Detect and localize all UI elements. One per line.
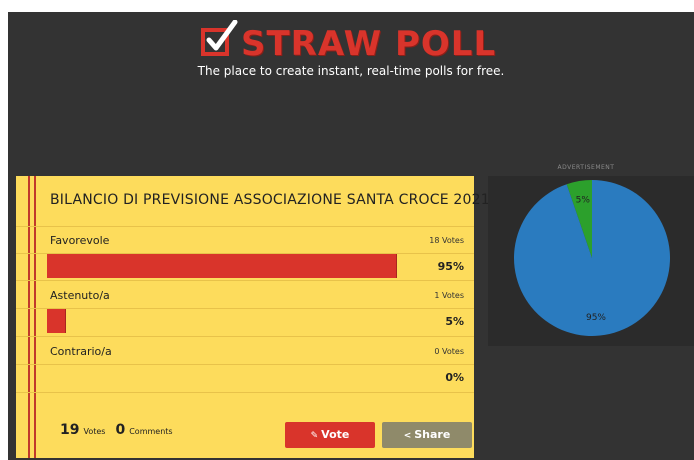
option-votes: 1 Votes — [434, 291, 464, 300]
pie-slice-favorevole — [514, 180, 670, 336]
pie-chart-svg: 5% 95% — [514, 180, 670, 336]
logo-text: STRAW POLL — [241, 24, 497, 64]
option-percent: 0% — [445, 371, 464, 384]
total-votes: 19 — [60, 422, 80, 438]
poll-title: BILANCIO DI PREVISIONE ASSOCIAZIONE SANT… — [50, 192, 490, 208]
divider — [16, 336, 474, 337]
option-percent: 5% — [445, 315, 464, 328]
option-label: Contrario/a — [50, 345, 112, 358]
option-label: Astenuto/a — [50, 289, 110, 302]
divider — [16, 308, 474, 309]
vote-button[interactable]: ✎ Vote — [285, 422, 375, 448]
share-button[interactable]: < Share — [382, 422, 472, 448]
divider — [16, 280, 474, 281]
comments-label[interactable]: Comments — [129, 427, 173, 436]
pie-slice-astenuto-a — [566, 180, 592, 258]
margin-line — [28, 176, 30, 458]
share-button-label: Share — [414, 428, 451, 441]
option-votes: 0 Votes — [434, 347, 464, 356]
pie-slice-label: 5% — [576, 196, 591, 206]
divider — [16, 226, 474, 227]
share-icon: < — [403, 431, 412, 441]
pie-slice-label: 95% — [586, 313, 606, 323]
checkbox-check-icon — [201, 20, 238, 56]
divider — [16, 253, 474, 254]
option-votes: 18 Votes — [429, 236, 464, 245]
margin-line — [34, 176, 36, 458]
divider — [16, 392, 474, 393]
comments-count: 0 — [115, 422, 126, 438]
option-label: Favorevole — [50, 234, 110, 247]
vote-button-label: Vote — [321, 428, 350, 441]
poll-card: BILANCIO DI PREVISIONE ASSOCIAZIONE SANT… — [16, 176, 490, 458]
option-percent: 95% — [437, 260, 464, 273]
result-bar — [47, 309, 66, 333]
advertisement-label: ADVERTISEMENT — [557, 164, 615, 171]
tagline: The place to create instant, real-time p… — [197, 64, 505, 78]
divider — [16, 364, 474, 365]
poll-totals: 19 Votes 0 Comments — [60, 422, 183, 438]
result-bar — [47, 254, 397, 278]
votes-label: Votes — [83, 427, 106, 436]
edit-icon: ✎ — [310, 431, 319, 441]
straw-poll-logo[interactable]: STRAW POLL — [201, 16, 531, 64]
page-frame: STRAW POLL The place to create instant, … — [8, 12, 694, 460]
results-pie-chart: 5% 95% — [488, 176, 694, 346]
